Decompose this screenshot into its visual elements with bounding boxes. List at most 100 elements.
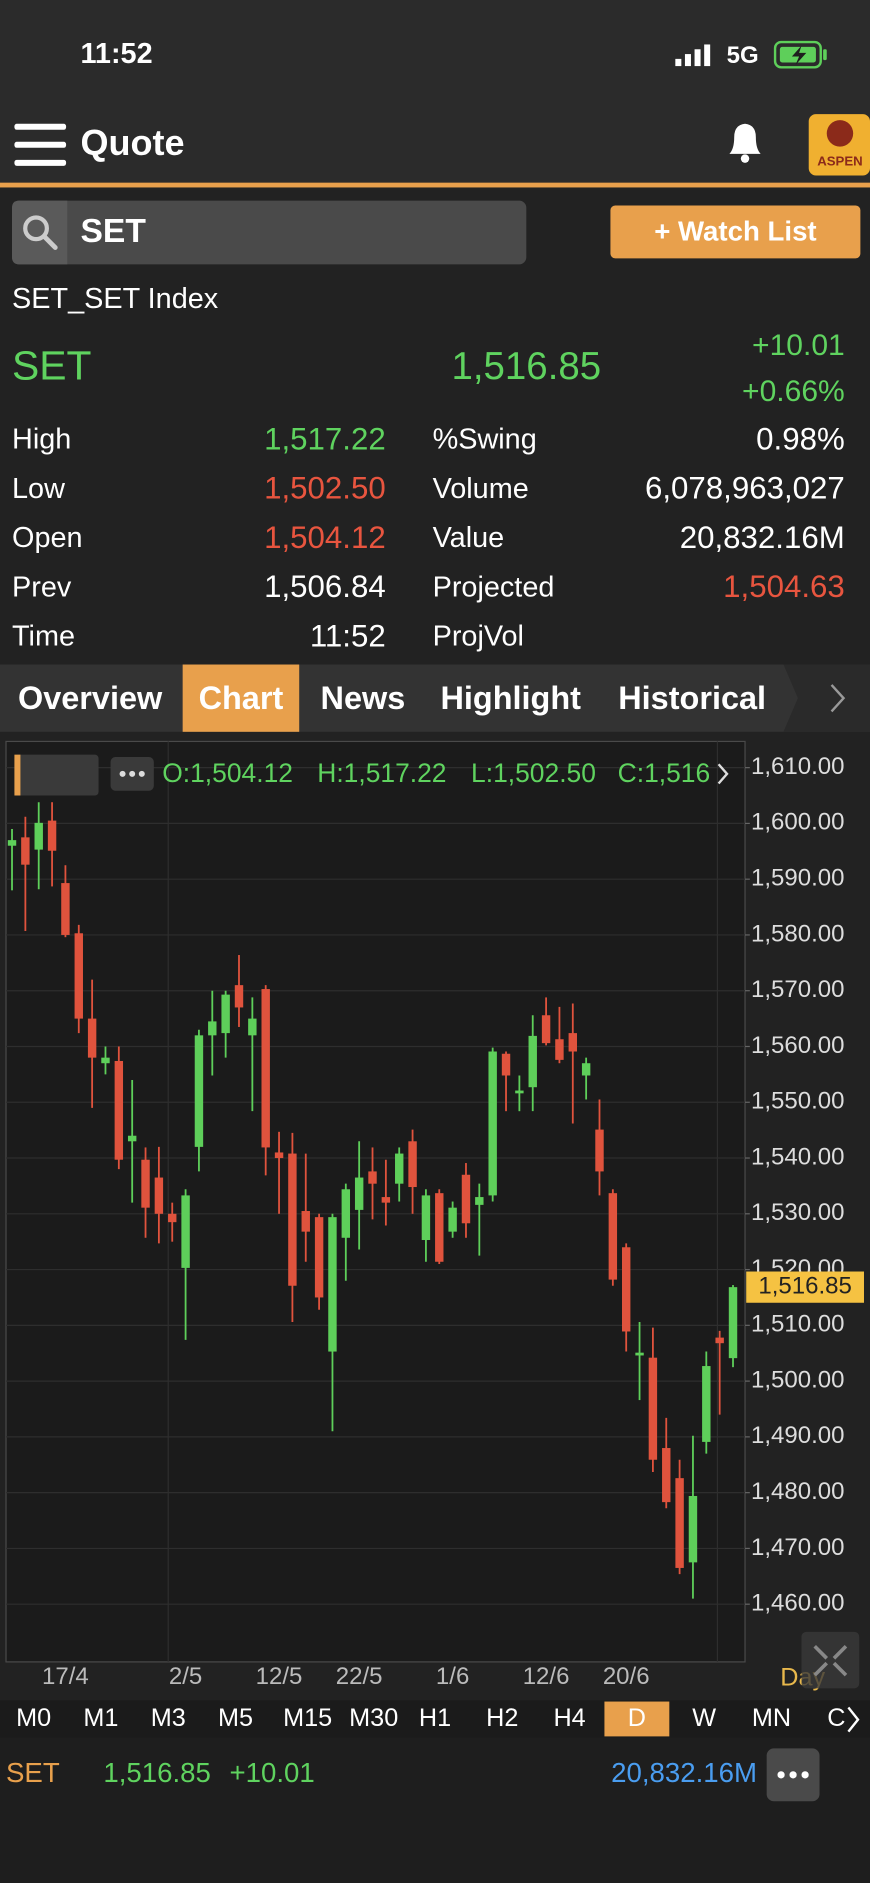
active-timeframe [604,1701,670,1737]
watch-list-button[interactable] [610,205,861,259]
timeframe[interactable]: H1 [419,1704,451,1732]
candle-body [568,1033,577,1052]
tab-scroll[interactable] [783,664,870,732]
y-tick-label: 1,470.00 [751,1534,844,1561]
timeframe[interactable]: C [827,1704,845,1732]
candle-body [248,1018,257,1036]
candle-body [61,883,70,935]
footer-bar [0,1737,870,1883]
timeframe[interactable]: M0 [16,1704,51,1732]
battery-icon [773,40,827,69]
candle-body [168,1213,177,1223]
change-percent: +0.66% [742,375,845,408]
candle-body [395,1153,404,1184]
stat-value: 20,832.16M [680,520,845,555]
x-tick-label: 17/4 [42,1663,89,1690]
y-tick-label: 1,610.00 [751,753,844,780]
menu-button[interactable] [14,123,67,166]
tab[interactable]: News [321,680,406,716]
y-tick-label: 1,550.00 [751,1088,844,1115]
current-price-tag [746,1271,864,1303]
footer-symbol: SET [6,1757,60,1788]
candle-body [328,1217,337,1352]
candle-body [635,1352,644,1356]
candle-body [662,1448,671,1503]
candle-body [461,1174,471,1224]
y-tick-label: 1,530.00 [751,1199,844,1226]
y-tick-label: 1,570.00 [751,976,844,1003]
stat-label: Volume [433,473,529,505]
symbol-chip-accent [14,754,21,796]
timeframe[interactable]: H2 [486,1704,518,1732]
ohlc-legend: H:1,517.22 [317,758,446,788]
timeframe-chevron[interactable] [847,1706,860,1733]
search-box[interactable] [12,200,527,265]
index-name: SET_SET Index [12,283,219,315]
stat-label: Low [12,473,65,505]
timeframe[interactable]: M3 [151,1704,186,1732]
timeframe[interactable]: M30 [349,1704,398,1732]
timeframe[interactable]: H4 [553,1704,585,1732]
candle-body [421,1195,431,1241]
watch-list-label[interactable]: + Watch List [654,215,816,246]
tab-chevron[interactable] [830,684,846,713]
candle-body [181,1195,190,1268]
footer-value: 20,832.16M [611,1757,757,1788]
timeframe[interactable]: M1 [83,1704,118,1732]
status-time: 11:52 [80,38,152,70]
tab-bar [0,664,870,732]
chart-menu-dots [119,770,145,777]
candle-body [114,1060,124,1160]
candle-body [221,994,230,1034]
candle-body [208,1021,217,1036]
timeframe[interactable]: W [692,1704,716,1732]
candle-body [141,1159,150,1208]
footer-menu-dots [777,1771,809,1779]
candle-body [688,1495,698,1563]
y-tick-label: 1,540.00 [751,1143,844,1170]
candle-body [368,1171,377,1184]
stat-label: ProjVol [433,621,524,653]
legend-chevron[interactable] [717,763,729,785]
timeframe[interactable]: MN [752,1704,791,1732]
timeframe[interactable]: M5 [218,1704,253,1732]
tab[interactable]: Highlight [440,680,581,716]
y-tick-label: 1,560.00 [751,1032,844,1059]
header-divider [0,182,870,188]
candle-body [34,822,43,850]
active-tab [182,664,300,732]
last-price: 1,516.85 [452,345,602,388]
timeframe-bar [0,1700,870,1738]
aspen-logo[interactable] [808,114,870,176]
tab[interactable]: Historical [618,680,766,716]
timeframe[interactable]: D [628,1704,646,1732]
candle-body [501,1053,511,1076]
candle-body [448,1207,457,1232]
tab[interactable]: Overview [18,680,163,716]
symbol-chip[interactable] [14,754,99,796]
y-tick-label: 1,590.00 [751,865,844,892]
candle-body [234,985,244,1008]
x-tick-label: 12/6 [523,1663,570,1690]
y-tick-label: 1,600.00 [751,809,844,836]
tab[interactable]: Chart [199,680,284,716]
candle-body [648,1357,658,1460]
ohlc-legend: O:1,504.12 [162,758,293,788]
signal-icon [675,44,711,67]
expand-button[interactable] [801,1631,860,1689]
stat-value: 0.98% [756,421,845,456]
candle-body [274,1152,284,1159]
candle-body [595,1129,604,1172]
notification-bell[interactable] [729,123,761,163]
timeframe[interactable]: M15 [283,1704,332,1732]
change: +10.01 [752,329,845,362]
candle-body [354,1177,364,1210]
stat-label: High [12,424,71,456]
candle-body [7,840,17,846]
candle-body [261,989,270,1148]
candle-body [541,1015,551,1044]
search-query[interactable]: SET [81,213,147,250]
candle-body [101,1057,110,1064]
footer-last: 1,516.85 [103,1757,211,1788]
